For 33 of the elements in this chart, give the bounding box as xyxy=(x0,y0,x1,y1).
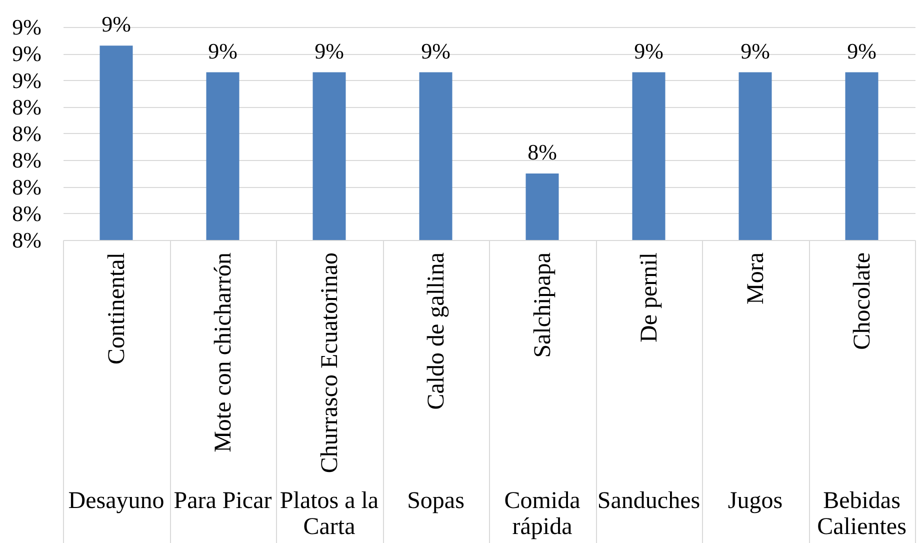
text: Bebidas Calientes xyxy=(817,488,906,540)
text: Desayuno xyxy=(68,488,164,514)
data-label: 8% xyxy=(528,139,557,164)
y-tick-label: 9% xyxy=(12,41,42,66)
y-tick-label: 8% xyxy=(12,148,42,173)
x-tick-label: Salchipapa xyxy=(530,252,556,358)
data-label: 9% xyxy=(314,38,344,64)
x-tick-label: Caldo de gallina xyxy=(423,252,450,410)
y-tick-label: 9% xyxy=(12,68,42,93)
data-label: 9% xyxy=(208,38,238,64)
x-tick-label: Chocolate xyxy=(849,252,876,350)
text: Platos a la Carta xyxy=(280,488,379,540)
y-tick-label: 8% xyxy=(12,121,42,146)
y-tick-label: 8% xyxy=(12,228,42,252)
data-label: 9% xyxy=(847,38,876,64)
text: Sopas xyxy=(407,488,464,514)
text: Sanduches xyxy=(597,488,700,514)
x-tick-label: De pernil xyxy=(636,252,662,342)
y-tick-label: 8% xyxy=(12,200,42,226)
x-tick-label: Continental xyxy=(104,252,130,364)
x-tick-label: Mora xyxy=(742,252,769,304)
data-label: 9% xyxy=(102,12,131,37)
y-tick-label: 8% xyxy=(12,174,42,200)
data-label: 9% xyxy=(634,38,664,64)
x-tick-label: Churrasco Ecuatorinao xyxy=(316,252,343,474)
y-tick-label: 8% xyxy=(12,94,42,120)
x-tick-label: Mote con chicharrón xyxy=(210,252,236,452)
data-label: 9% xyxy=(421,38,450,64)
text: Jugos xyxy=(728,488,783,514)
text: Para Picar xyxy=(174,488,272,514)
y-tick-label: 9% xyxy=(12,14,42,40)
data-label: 9% xyxy=(740,38,770,64)
text: Comida rápida xyxy=(504,488,581,540)
